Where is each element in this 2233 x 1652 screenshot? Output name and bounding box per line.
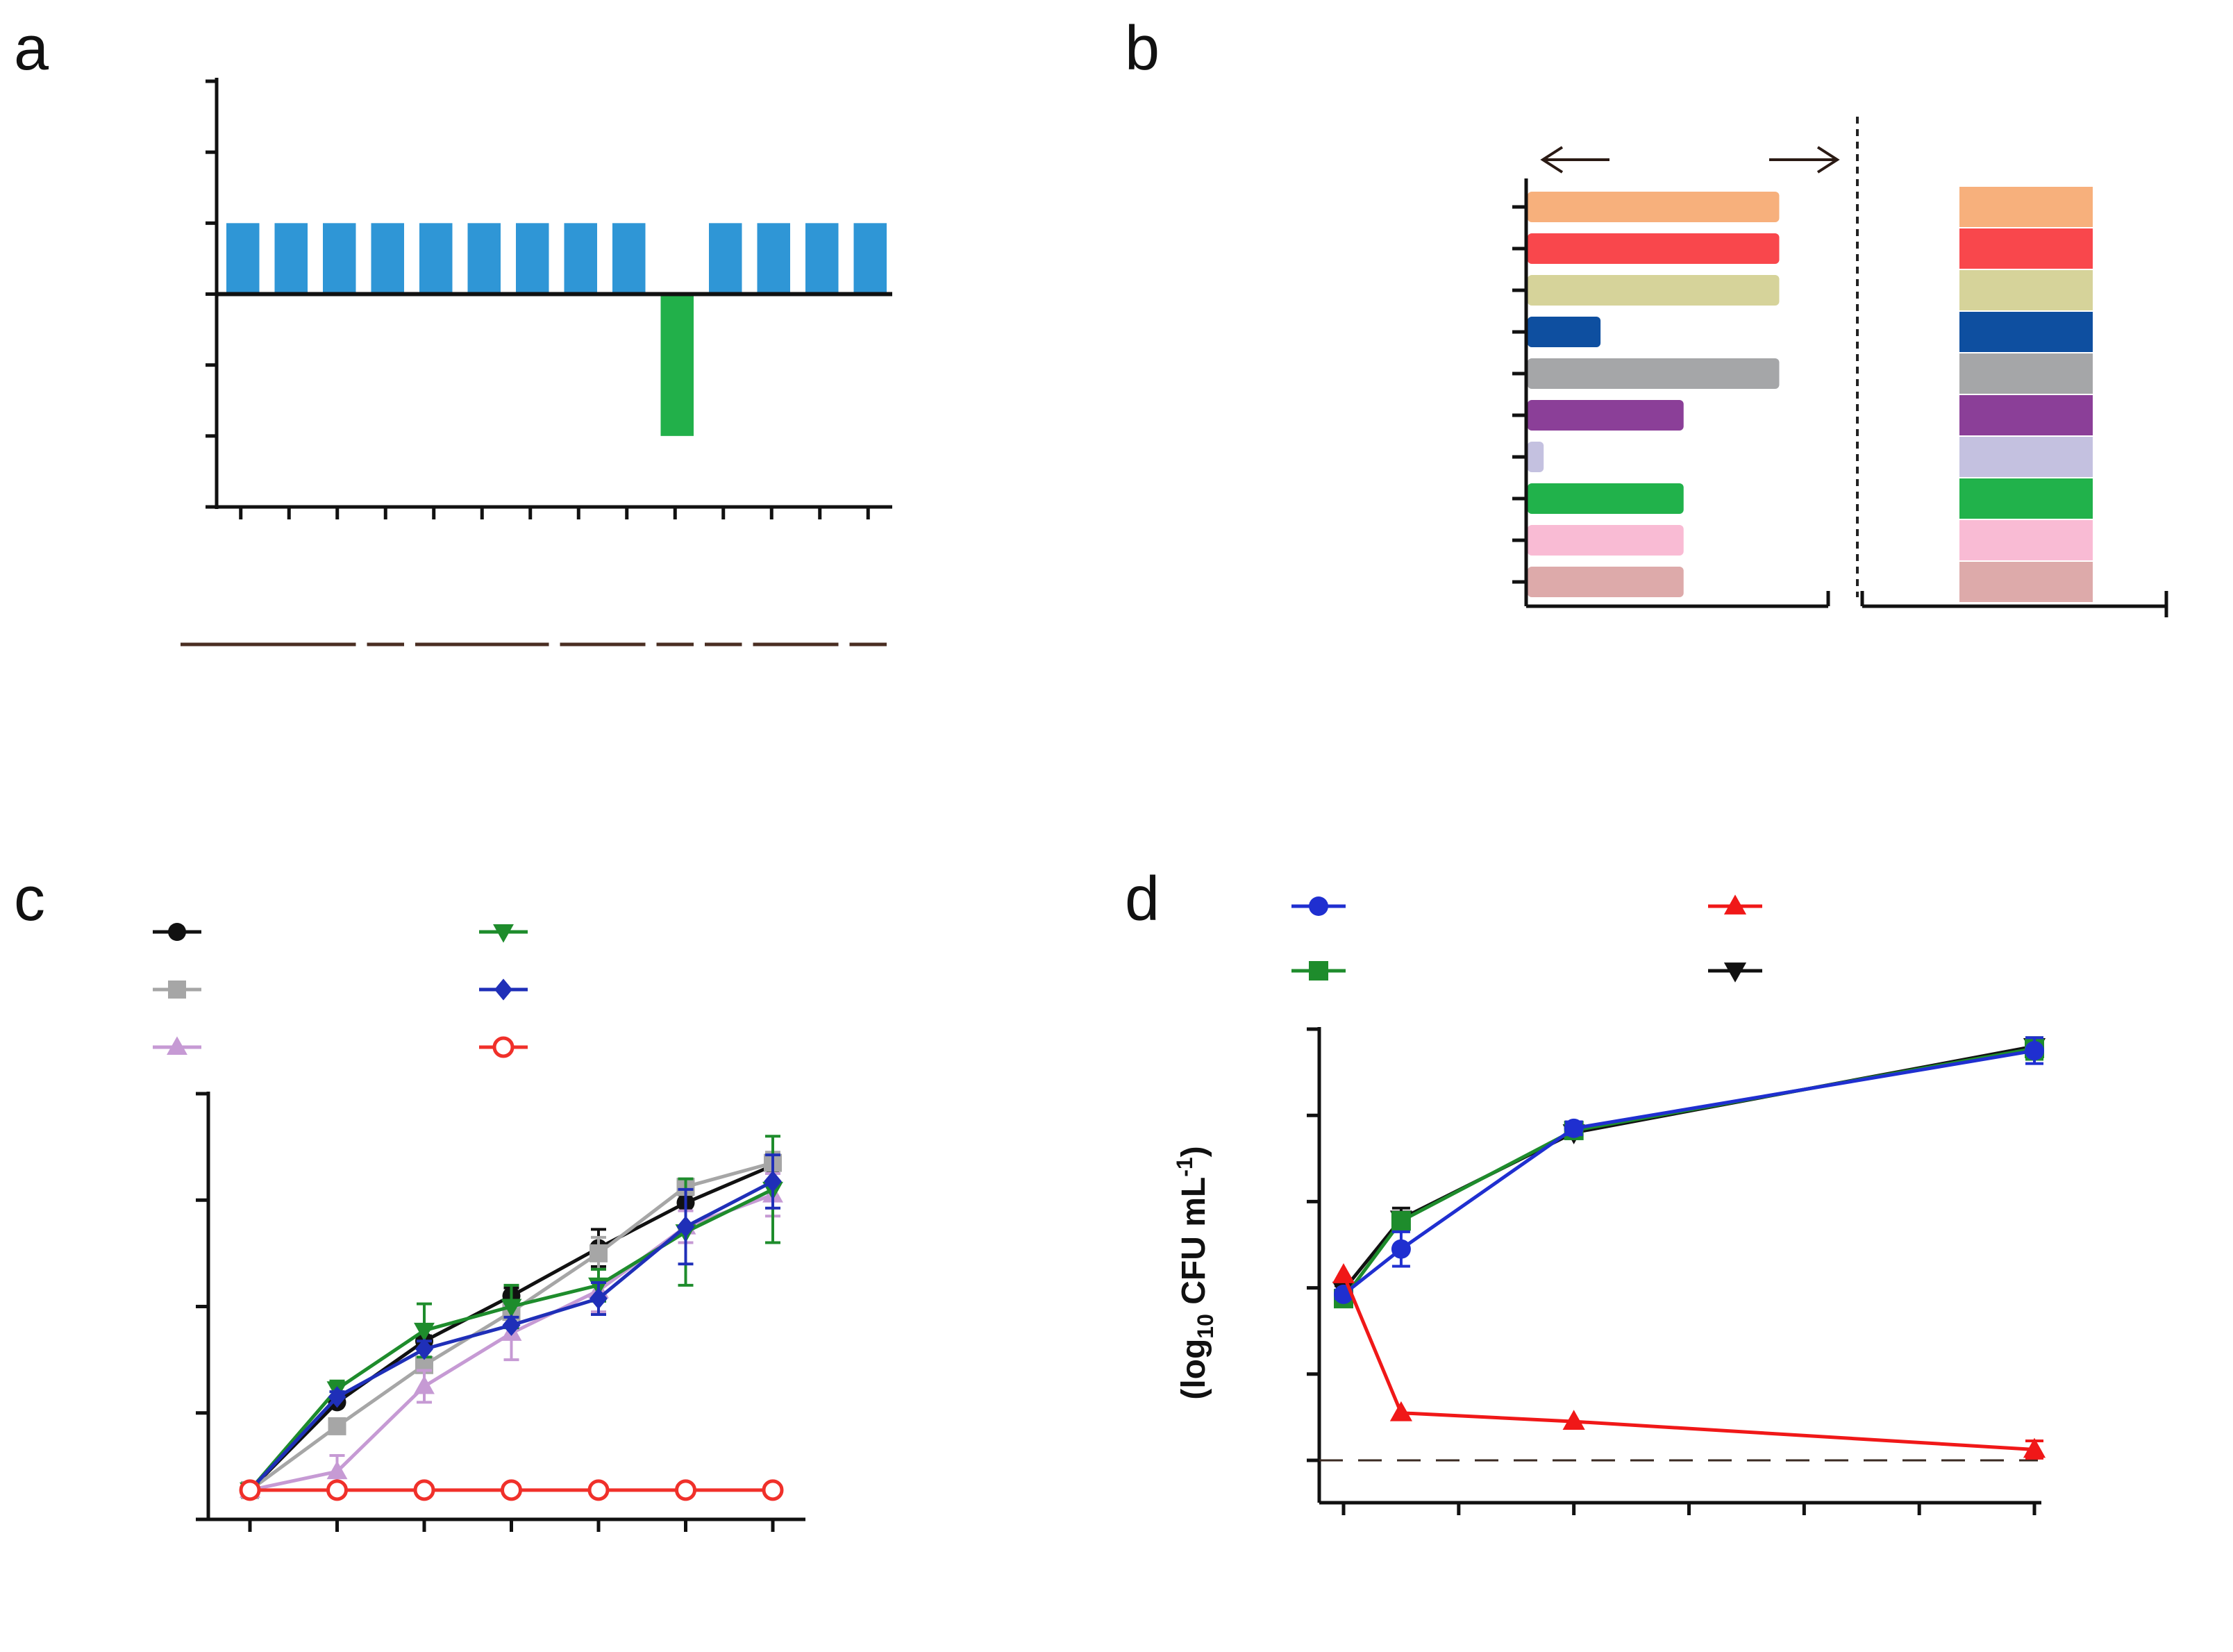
data-point [675, 1479, 696, 1501]
bar-ofx [612, 223, 646, 294]
data-point [587, 1479, 610, 1501]
data-point [762, 1479, 784, 1501]
data-point [676, 1215, 695, 1238]
fold-box [1959, 478, 2093, 519]
bar-amp [226, 223, 260, 294]
data-point [1332, 1263, 1355, 1283]
fold-box [1959, 228, 2093, 269]
bar-mer [323, 223, 356, 294]
chart-b [1512, 117, 2168, 617]
legend-marker [167, 1036, 187, 1056]
chart-d: (log10 CFU mL-1) [1172, 894, 2046, 1515]
legend-marker [168, 981, 186, 999]
data-point [413, 1479, 435, 1501]
fold-box [1959, 562, 2093, 602]
series-line [1341, 1046, 2035, 1300]
chart-a [181, 78, 892, 646]
data-point [1562, 1410, 1585, 1430]
fic-bar [1528, 192, 1780, 222]
data-point [239, 1479, 261, 1501]
legend-marker [1309, 896, 1328, 916]
fic-bar [1528, 442, 1544, 472]
fic-bar [1528, 275, 1780, 306]
series-line [1342, 1044, 2035, 1292]
data-point [2025, 1041, 2044, 1061]
data-point [328, 1417, 346, 1435]
data-point [1564, 1118, 1584, 1138]
ylabel-part: (log [1176, 1339, 1212, 1400]
series-line [1342, 1049, 2035, 1296]
ylabel-sup: -1 [1172, 1157, 1197, 1176]
bar-nor [564, 223, 597, 294]
bar-tmc [419, 223, 453, 294]
fold-box [1959, 520, 2093, 560]
bar-ery [371, 223, 404, 294]
panel-label-b: b [1125, 14, 1160, 83]
panel-label-d: d [1125, 865, 1160, 934]
data-point [2023, 1437, 2046, 1458]
fic-bar [1528, 567, 1684, 597]
fold-box [1959, 395, 2093, 435]
bar-cro [274, 223, 308, 294]
data-point [326, 1479, 348, 1501]
legend-marker [1723, 962, 1747, 983]
panel-label-c: c [14, 865, 45, 934]
bar-rif [709, 223, 742, 294]
fic-bar [1528, 358, 1780, 389]
fic-bar [1528, 400, 1684, 431]
data-point [501, 1299, 522, 1318]
fic-bar [1528, 525, 1684, 556]
data-point [326, 1460, 348, 1480]
ylabel-part: CFU mL [1176, 1177, 1212, 1314]
data-point [328, 1386, 346, 1408]
data-point [415, 1338, 433, 1360]
fic-bar [1528, 483, 1684, 514]
data-point [1391, 1211, 1411, 1231]
bar-col [660, 294, 694, 436]
arrow-left-head [1540, 146, 1564, 174]
data-point [589, 1287, 608, 1310]
bar-kan [467, 223, 501, 294]
data-point [589, 1244, 608, 1262]
panel-label-a: a [14, 14, 49, 83]
series-line [1341, 1274, 2035, 1451]
legend-marker [493, 924, 514, 943]
chart-c [153, 923, 805, 1532]
bar-ffc [853, 223, 887, 294]
ylabel-part: ) [1176, 1146, 1212, 1157]
bar-tet [805, 223, 839, 294]
fic-bar [1528, 317, 1601, 347]
legend-marker [492, 1036, 515, 1058]
legend-marker [1309, 961, 1328, 981]
data-point [1389, 1401, 1413, 1421]
bar-tgc [757, 223, 790, 294]
legend-marker [1723, 894, 1747, 915]
legend-marker [494, 978, 512, 1001]
arrow-right-head [1816, 146, 1840, 174]
fold-box [1959, 187, 2093, 227]
y-axis-title-d-line2: (log10 CFU mL-1) [1172, 1146, 1218, 1399]
fold-box [1959, 353, 2093, 394]
data-point [414, 1375, 435, 1394]
data-point [764, 1170, 782, 1193]
data-point [1391, 1239, 1411, 1259]
fold-box [1959, 312, 2093, 352]
fold-box [1959, 270, 2093, 310]
fold-box [1959, 437, 2093, 477]
legend-marker [168, 923, 186, 941]
fic-bar [1528, 233, 1780, 264]
data-point [414, 1322, 435, 1342]
bar-gen [516, 223, 549, 294]
data-point [502, 1314, 521, 1336]
ylabel-sub: 10 [1193, 1314, 1218, 1339]
data-point [501, 1479, 522, 1501]
